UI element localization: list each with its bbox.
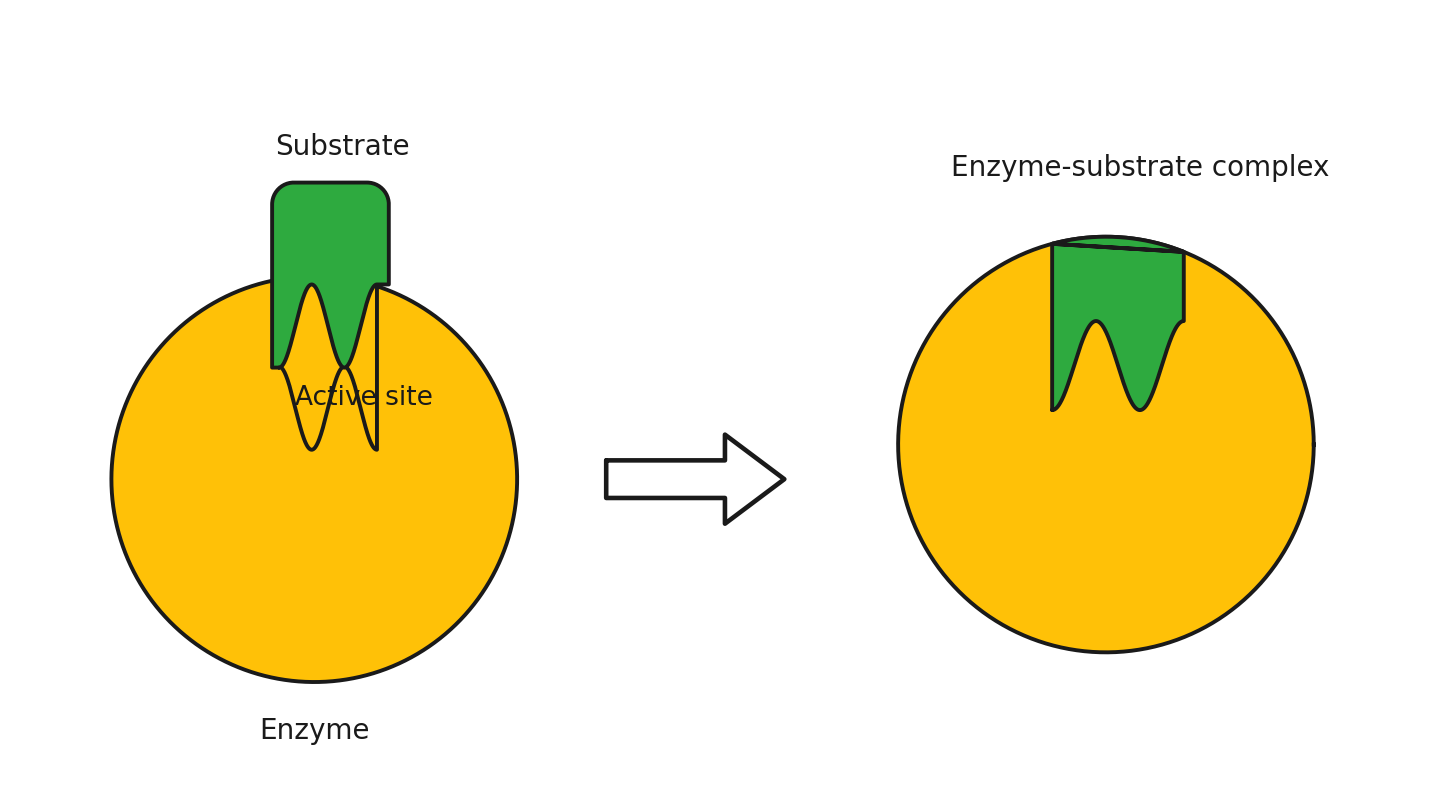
Polygon shape	[111, 276, 517, 682]
Polygon shape	[606, 434, 785, 524]
Text: Substrate: Substrate	[275, 133, 410, 161]
Polygon shape	[899, 237, 1313, 652]
Polygon shape	[272, 182, 389, 367]
Text: Enzyme: Enzyme	[259, 717, 370, 745]
Text: Active site: Active site	[295, 386, 432, 411]
Text: Enzyme-substrate complex: Enzyme-substrate complex	[952, 154, 1329, 182]
Polygon shape	[1053, 237, 1184, 410]
